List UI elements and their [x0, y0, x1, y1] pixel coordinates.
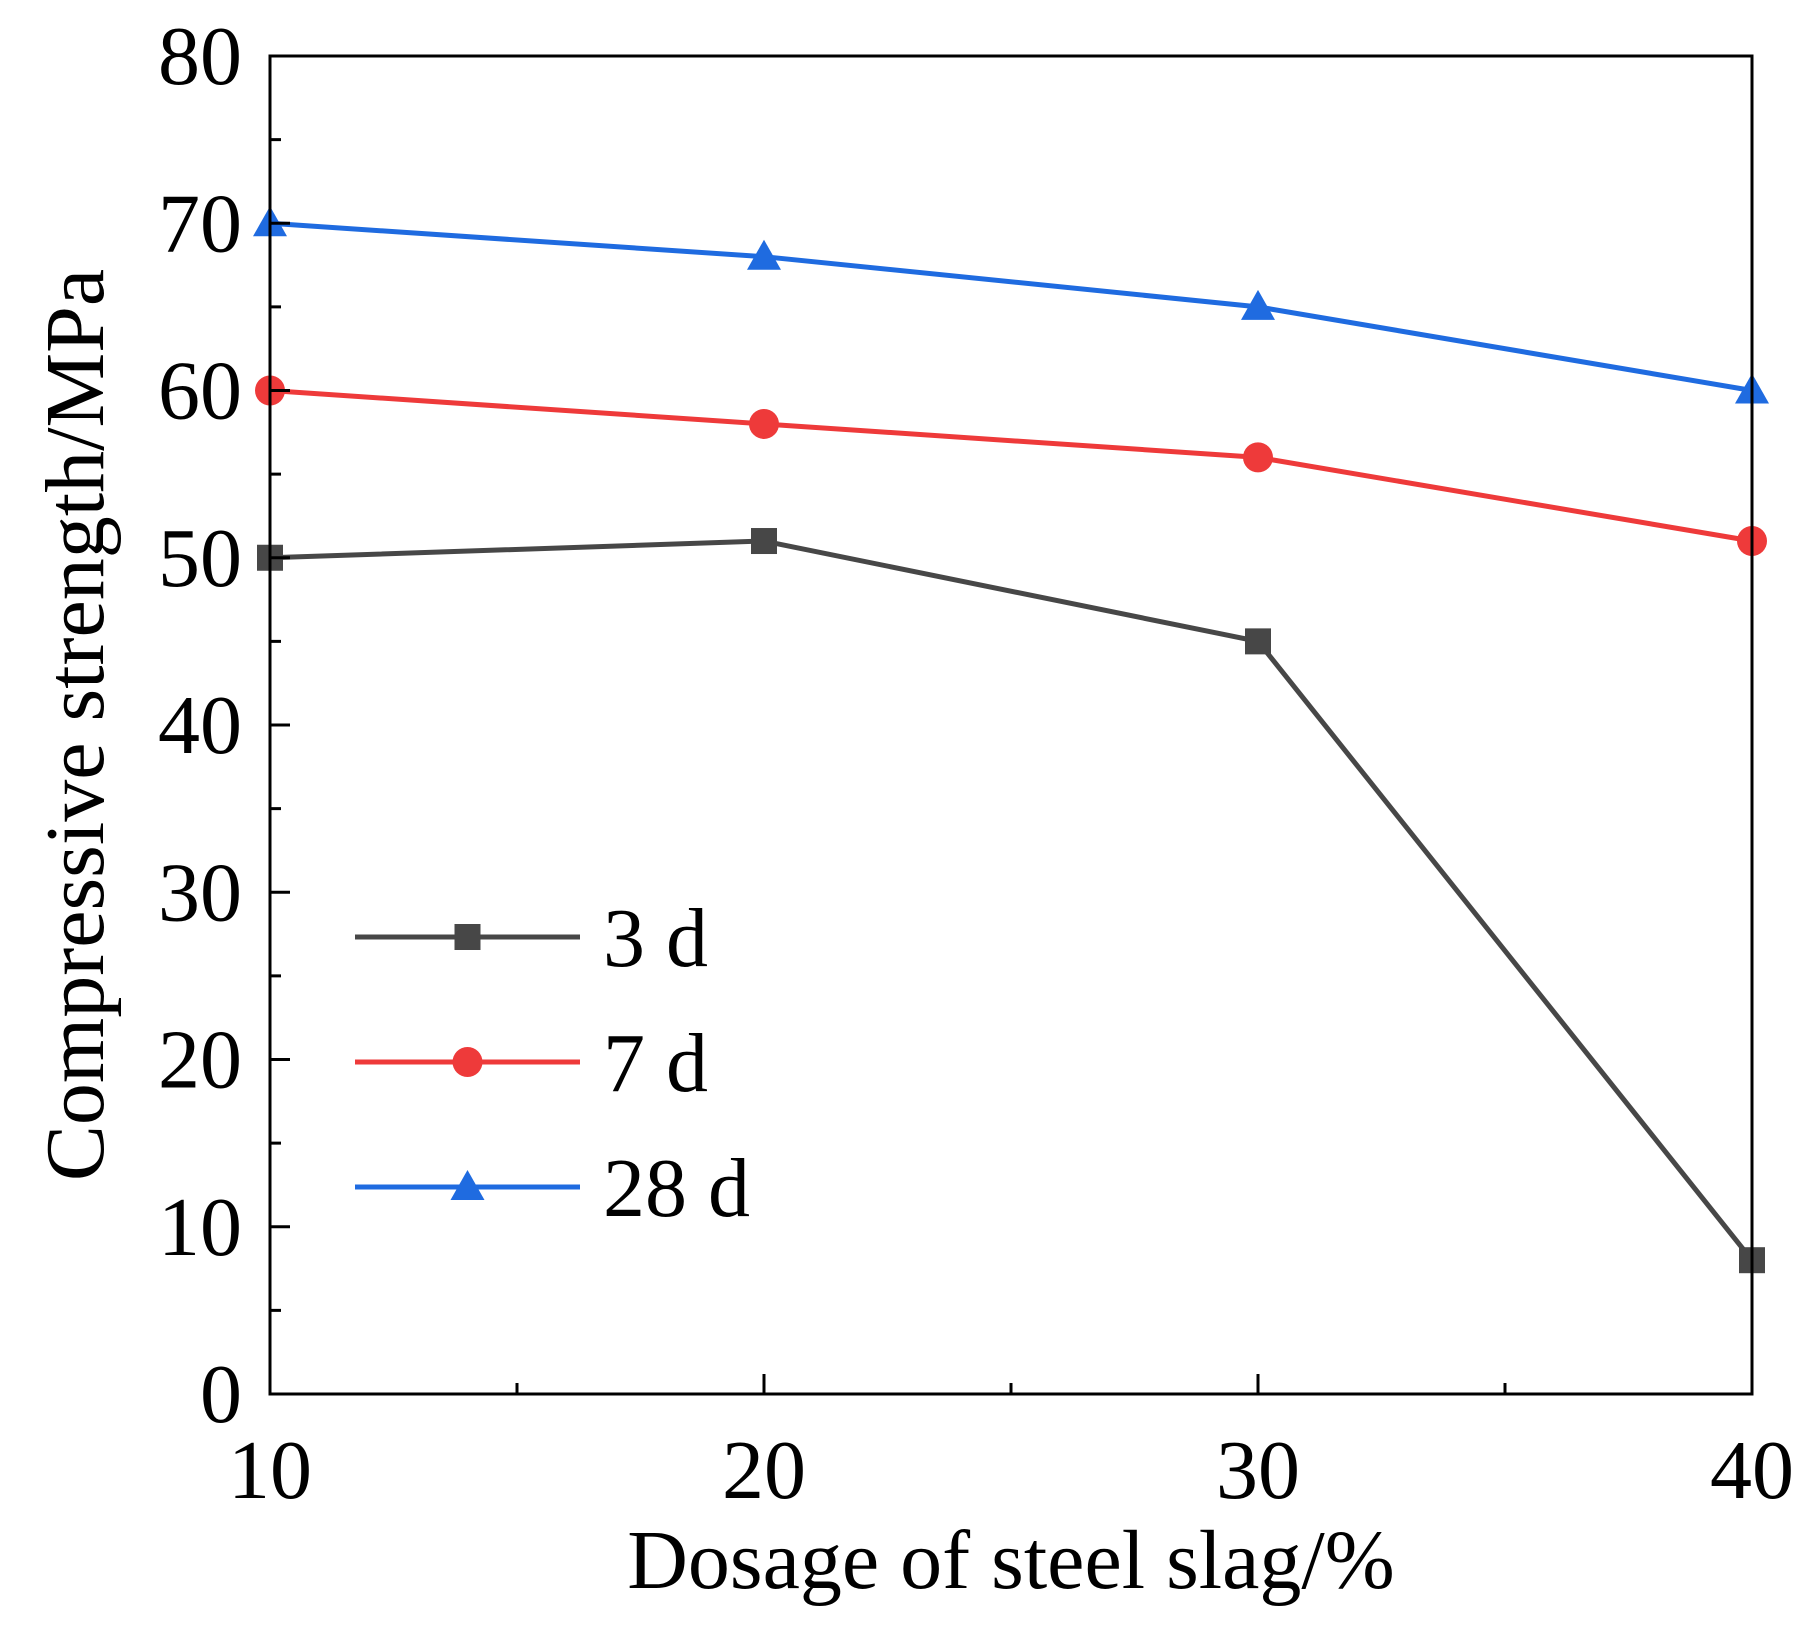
x-tick-label: 40	[1710, 1424, 1794, 1517]
x-tick-label: 30	[1216, 1424, 1300, 1517]
plot-area-frame	[268, 54, 1754, 1396]
data-point-28d	[747, 239, 781, 270]
series-3d	[257, 528, 1765, 1274]
y-tick-label: 20	[158, 1014, 242, 1107]
series-line-7d	[269, 388, 1753, 544]
y-axis-title: Compressive strength/MPa	[29, 269, 122, 1181]
legend-label: 7 d	[603, 1017, 708, 1110]
y-tick-label: 80	[158, 10, 242, 103]
series-28d	[253, 206, 1769, 404]
data-point-28d	[1241, 289, 1275, 320]
legend-label: 28 d	[603, 1142, 750, 1235]
series-7d	[255, 375, 1767, 557]
y-tick-label: 70	[158, 177, 242, 270]
series-layer	[253, 206, 1769, 1274]
x-tick-label: 10	[228, 1424, 312, 1517]
y-tick-label: 60	[158, 345, 242, 438]
x-tick-label: 20	[722, 1424, 806, 1517]
legend: 3 d 7 d 28 d	[355, 892, 750, 1235]
data-point-7d	[749, 408, 779, 439]
legend-item-28d: 28 d	[355, 1142, 750, 1235]
legend-item-7d: 7 d	[355, 1017, 708, 1110]
legend-marker	[454, 924, 481, 950]
legend-label: 3 d	[603, 892, 708, 985]
y-tick-label: 30	[158, 846, 242, 939]
legend-item-3d: 3 d	[355, 892, 708, 985]
y-tick-label: 40	[158, 679, 242, 772]
y-tick-label: 50	[158, 512, 242, 605]
legend-marker	[450, 1170, 485, 1200]
data-point-3d	[1245, 628, 1271, 655]
x-axis-title: Dosage of steel slag/%	[627, 1514, 1394, 1607]
data-point-7d	[1243, 442, 1273, 473]
y-tick-label: 0	[200, 1348, 242, 1441]
y-tick-label: 10	[158, 1181, 242, 1274]
data-point-3d	[751, 528, 777, 555]
series-line-3d	[269, 538, 1754, 1262]
legend-marker	[452, 1047, 483, 1077]
series-line-28d	[269, 220, 1753, 393]
